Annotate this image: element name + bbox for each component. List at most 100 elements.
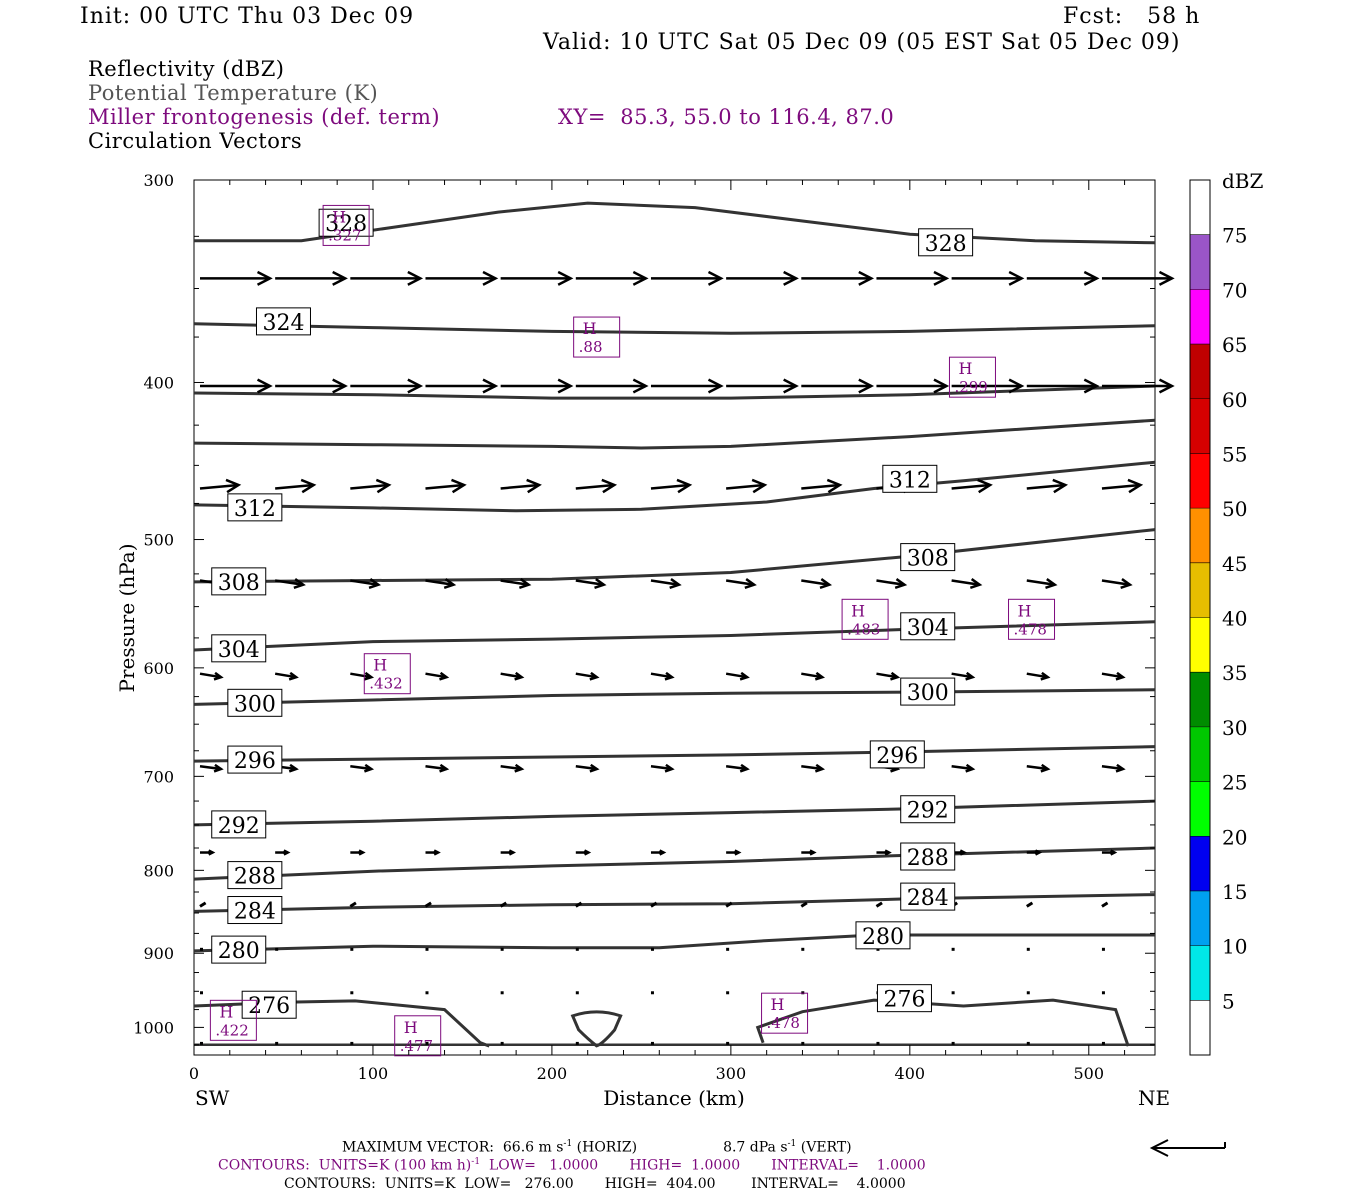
vector-arrow bbox=[350, 763, 375, 773]
vector-arrow bbox=[876, 671, 901, 681]
vector-arrow bbox=[726, 270, 799, 286]
theta-label-text: 288 bbox=[907, 846, 949, 871]
vector-head bbox=[632, 270, 649, 286]
theta-label-box bbox=[211, 634, 267, 663]
vector-head bbox=[213, 671, 224, 681]
vector-arrow bbox=[200, 270, 273, 286]
vector-arrow bbox=[425, 578, 457, 590]
vector-arrow bbox=[350, 671, 375, 681]
colorbar-label: 45 bbox=[1222, 552, 1247, 576]
theta-label-296: 296 bbox=[869, 740, 925, 769]
vector-head bbox=[1008, 378, 1025, 394]
vector-arrow bbox=[725, 578, 757, 590]
vector-shaft bbox=[801, 483, 840, 490]
vector-arrow bbox=[575, 478, 618, 494]
y-tick-label: 1000 bbox=[133, 1018, 174, 1037]
vector-shaft bbox=[876, 579, 905, 586]
vector-arrow bbox=[575, 901, 583, 908]
vector-arrow bbox=[575, 671, 600, 681]
vector-arrow bbox=[1101, 270, 1175, 286]
vector-arrow bbox=[801, 763, 826, 773]
colorbar-swatch bbox=[1190, 890, 1210, 946]
vector-arrow bbox=[274, 671, 299, 681]
high-marker: H bbox=[958, 359, 972, 378]
vector-shaft bbox=[274, 672, 297, 679]
high-value: .327 bbox=[328, 226, 361, 244]
vector-shaft bbox=[575, 672, 598, 679]
vector-arrow bbox=[500, 671, 525, 681]
vector-arrow bbox=[650, 849, 667, 856]
theta-label-text: 284 bbox=[234, 900, 276, 925]
high-value: .483 bbox=[847, 620, 880, 638]
vector-arrow bbox=[650, 378, 724, 394]
vector-head bbox=[1034, 849, 1043, 856]
vector-arrow bbox=[500, 578, 532, 590]
vector-shaft bbox=[1026, 483, 1066, 490]
vector-arrow bbox=[1026, 763, 1051, 773]
vector-head bbox=[1052, 478, 1069, 494]
field-reflectivity: Reflectivity (dBZ) bbox=[88, 57, 285, 81]
vector-shaft bbox=[199, 672, 222, 679]
vector-shaft bbox=[725, 579, 755, 586]
vector-shaft bbox=[726, 483, 765, 490]
high-marker: H bbox=[404, 1018, 418, 1037]
colorbar-label: 65 bbox=[1222, 333, 1247, 357]
colorbar-label: 70 bbox=[1222, 278, 1247, 302]
vector-shaft bbox=[349, 901, 357, 908]
vector-arrow bbox=[425, 378, 499, 394]
vector-head bbox=[514, 671, 525, 681]
vector-shaft bbox=[1101, 672, 1124, 679]
vector-arrow bbox=[650, 270, 724, 286]
vector-head bbox=[659, 849, 667, 856]
vector-arrow bbox=[1101, 578, 1133, 590]
vector-arrow bbox=[350, 270, 424, 286]
vector-head bbox=[288, 763, 299, 773]
vector-head bbox=[583, 849, 592, 856]
vector-arrow bbox=[800, 901, 808, 908]
theta-contour-note: CONTOURS: UNITS=K LOW= 276.00 HIGH= 404.… bbox=[284, 1176, 906, 1192]
colorbar-label: 30 bbox=[1222, 716, 1247, 740]
vector-arrow bbox=[500, 763, 525, 773]
vector-arrow bbox=[200, 849, 216, 856]
colorbar-label: 55 bbox=[1222, 442, 1247, 466]
theta-label-text: 308 bbox=[907, 547, 949, 572]
vector-head bbox=[965, 763, 976, 773]
vector-head bbox=[632, 378, 649, 394]
vector-arrow bbox=[650, 578, 682, 590]
vector-head bbox=[288, 671, 299, 681]
vector-shaft bbox=[199, 764, 222, 771]
vector-head bbox=[664, 671, 675, 681]
x-end-label-ne: NE bbox=[1138, 1086, 1170, 1110]
vector-shaft bbox=[425, 579, 454, 586]
high-value: .88 bbox=[579, 338, 603, 356]
high-marker: H bbox=[583, 319, 597, 338]
vector-shaft bbox=[650, 901, 658, 908]
colorbar-label: 20 bbox=[1222, 825, 1247, 849]
vector-head bbox=[707, 270, 724, 286]
vector-head bbox=[601, 478, 618, 494]
theta-label-296: 296 bbox=[227, 745, 283, 774]
vector-arrow bbox=[726, 849, 742, 856]
theta-label-box bbox=[227, 688, 283, 717]
vector-arrow bbox=[1026, 578, 1058, 590]
theta-label-text: 312 bbox=[234, 497, 276, 522]
theta-contour-320 bbox=[193, 384, 1156, 400]
vector-shaft bbox=[500, 764, 522, 771]
vector-head bbox=[826, 478, 843, 494]
theta-label-box bbox=[900, 795, 956, 824]
frontogenesis-high: H.483 bbox=[841, 598, 889, 640]
vector-shaft bbox=[951, 579, 980, 586]
vector-arrow bbox=[951, 578, 983, 590]
x-tick-label: 100 bbox=[358, 1064, 389, 1083]
vector-shaft bbox=[725, 672, 748, 679]
vector-head bbox=[959, 849, 967, 856]
vector-arrow bbox=[275, 478, 317, 494]
vector-head bbox=[375, 478, 392, 494]
vector-arrow bbox=[350, 849, 366, 856]
vector-head bbox=[1115, 671, 1126, 681]
theta-label-328: 328 bbox=[918, 228, 974, 257]
vector-arrow bbox=[349, 901, 357, 908]
colorbar-swatch bbox=[1190, 945, 1210, 1001]
vector-arrow bbox=[425, 478, 467, 494]
vector-arrow bbox=[425, 849, 441, 856]
